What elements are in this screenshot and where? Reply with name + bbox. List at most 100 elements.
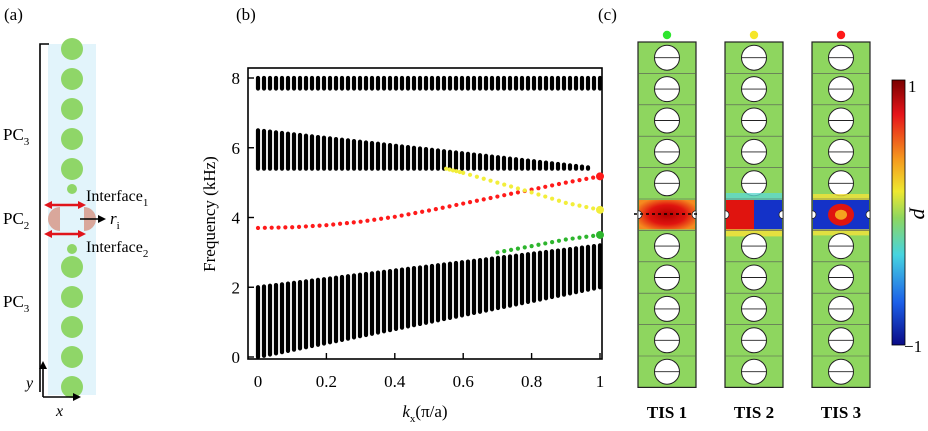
series-point <box>591 206 596 211</box>
colorbar-label: p <box>909 207 928 220</box>
series-point <box>488 178 493 183</box>
highlight-point <box>596 205 604 214</box>
series-point <box>283 225 288 230</box>
bulk-bands <box>255 75 603 360</box>
series-point <box>495 194 500 199</box>
series-point <box>495 180 500 185</box>
series-point <box>457 169 462 175</box>
supercell-bracket <box>39 43 49 392</box>
series-point <box>529 190 534 195</box>
interface-2-arrow <box>44 230 86 238</box>
series-point <box>310 223 315 229</box>
series-point <box>508 184 514 189</box>
series-point <box>591 233 596 238</box>
series-point <box>337 221 343 226</box>
series-point <box>365 218 370 223</box>
strip-marker <box>836 30 846 40</box>
y-tick-label: 8 <box>232 69 241 88</box>
series-point <box>262 225 267 230</box>
series-point <box>584 176 589 181</box>
series-point <box>543 194 548 199</box>
plot-frame <box>247 67 603 360</box>
series-point <box>556 181 562 187</box>
series-point <box>563 180 568 185</box>
series-point <box>276 225 281 230</box>
series-point <box>372 217 377 222</box>
series-point <box>444 166 449 171</box>
panel-a-label: (a) <box>4 5 23 24</box>
series-point <box>508 191 514 196</box>
x-tick-label: 0.6 <box>453 372 474 391</box>
y-tick-label: 4 <box>232 209 241 228</box>
series-point <box>515 186 521 191</box>
field-strip-tis3 <box>811 30 871 388</box>
series-point <box>474 174 479 179</box>
series-point <box>392 214 397 219</box>
series-point <box>296 224 302 229</box>
strip-marker <box>749 30 759 40</box>
series-point <box>324 223 329 228</box>
series-point <box>461 170 466 175</box>
interface-2-label: Interface2 <box>86 239 148 260</box>
pc3-top-label: PC3 <box>3 125 30 148</box>
y-tick-label: 2 <box>232 278 241 297</box>
series-point <box>550 196 555 201</box>
rod <box>61 128 83 150</box>
series-point <box>255 225 261 231</box>
series-point <box>481 197 486 202</box>
rod <box>61 346 83 368</box>
series-point <box>290 225 295 230</box>
colorbar-max: 1 <box>908 77 917 96</box>
rod <box>61 316 83 338</box>
series-point <box>536 186 541 191</box>
series-point <box>550 240 555 245</box>
rod <box>61 256 83 278</box>
panel-b-label: (b) <box>236 5 256 24</box>
radius-arrow <box>80 215 106 223</box>
defect-rod-left <box>48 207 60 231</box>
series-point <box>467 200 473 205</box>
series-point <box>454 202 459 208</box>
x-tick-label: 0.4 <box>384 372 406 391</box>
series-point <box>591 175 596 180</box>
series-point <box>385 215 391 220</box>
rod <box>67 244 77 254</box>
series-point <box>570 236 575 241</box>
series-point <box>406 212 411 217</box>
x-axis-label: kx(π/a) <box>402 402 447 425</box>
series-point <box>502 193 507 198</box>
rod <box>61 286 83 308</box>
highlight-points <box>596 172 604 239</box>
series-point <box>522 245 527 250</box>
series-point <box>344 220 350 226</box>
series-point <box>515 246 521 251</box>
series-point <box>399 213 404 218</box>
series-point <box>577 178 582 183</box>
series-point <box>522 188 527 193</box>
series-point <box>379 216 384 221</box>
series-point <box>495 250 500 255</box>
panel-c: (c) 1 −1 p TIS 1 TIS 2 TIS 3 <box>598 5 928 422</box>
y-tick-label: 6 <box>232 139 241 158</box>
series-point <box>351 220 356 225</box>
rod <box>61 158 83 180</box>
axis-y-label: y <box>24 375 34 392</box>
rod <box>61 98 83 120</box>
series-point <box>536 192 541 197</box>
y-axis-label: Frequency (kHz) <box>200 156 219 272</box>
interface-1-arrow <box>44 201 86 209</box>
radius-label: ri <box>110 209 120 232</box>
rod <box>61 376 83 398</box>
x-tick-label: 0.8 <box>521 372 542 391</box>
series-point <box>447 167 452 172</box>
colorbar-min: −1 <box>904 337 922 356</box>
series-point <box>420 209 425 214</box>
series-point <box>508 247 514 252</box>
strip-marker <box>662 30 672 40</box>
tis1-label: TIS 1 <box>647 403 687 422</box>
x-tick-label: 0 <box>254 372 263 391</box>
rod <box>61 38 83 60</box>
series-point <box>570 179 575 184</box>
series-point <box>563 200 568 205</box>
